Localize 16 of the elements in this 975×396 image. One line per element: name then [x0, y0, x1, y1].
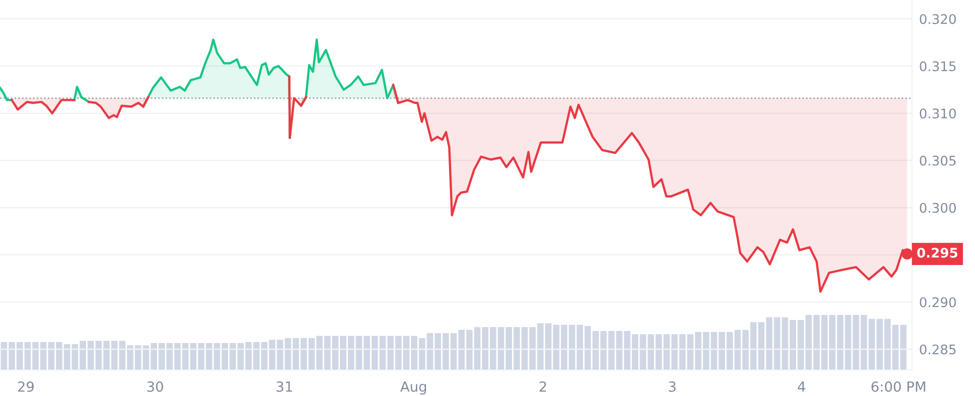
- x-tick-label: 3: [668, 381, 676, 392]
- y-tick-label: 0.300: [920, 202, 956, 213]
- y-tick-label: 0.310: [920, 108, 956, 118]
- y-tick-label: 0.315: [920, 61, 956, 72]
- x-tick-label: 31: [276, 381, 292, 392]
- x-tick-label: 30: [147, 381, 164, 392]
- x-tick-label: 4: [798, 382, 806, 392]
- x-tick-label: 6:00 PM: [872, 381, 926, 392]
- x-tick-label: 29: [18, 381, 34, 392]
- annotation: 0.295: [917, 248, 958, 258]
- y-tick-label: 0.305: [920, 156, 956, 166]
- y-tick-label: 0.320: [920, 14, 956, 24]
- y-tick-label: 0.290: [920, 297, 956, 308]
- y-tick-label: 0.285: [920, 344, 956, 354]
- x-tick-label: Aug: [400, 382, 426, 395]
- x-tick-label: 2: [540, 381, 546, 392]
